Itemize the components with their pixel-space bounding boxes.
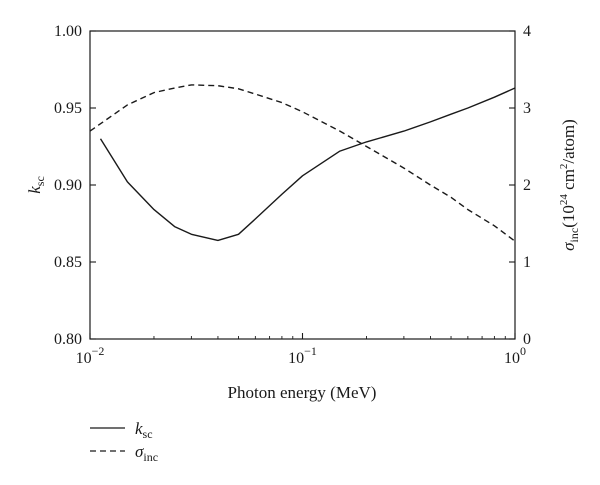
legend-label-sigma-inc: σinc [135,442,158,464]
y-left-tick-label: 0.95 [54,100,82,117]
y-left-tick-label: 0.85 [54,254,82,271]
y-left-tick-label: 0.80 [54,331,82,348]
y-left-tick-label: 0.90 [54,177,82,194]
tick-marks [89,30,516,340]
x-tick-label: 10−2 [76,344,105,367]
tick-labels: 0.80 0.85 0.90 0.95 1.00 0 1 2 3 4 10−2 10−1 100 [54,23,531,367]
y-right-tick-label: 4 [523,23,531,40]
y-left-tick-label: 1.00 [54,23,82,40]
x-axis-title: Photon energy (MeV) [228,383,377,402]
legend-label-k-sc: ksc [135,419,153,441]
series-line-sigma-inc [89,84,516,242]
x-tick-label: 100 [504,344,526,367]
y-right-tick-label: 3 [523,100,531,117]
x-tick-label: 10−1 [288,344,317,367]
y-right-tick-label: 1 [523,254,531,271]
series-layer [89,84,516,242]
y-left-axis-title: ksc [25,176,47,194]
y-right-tick-label: 0 [523,331,531,348]
series-line-k-sc [99,87,516,242]
y-right-tick-label: 2 [523,177,531,194]
y-right-axis-title: σinc(1024 cm2/atom) [558,119,581,251]
legend: ksc σinc [90,419,158,464]
plot-frame [89,30,516,340]
